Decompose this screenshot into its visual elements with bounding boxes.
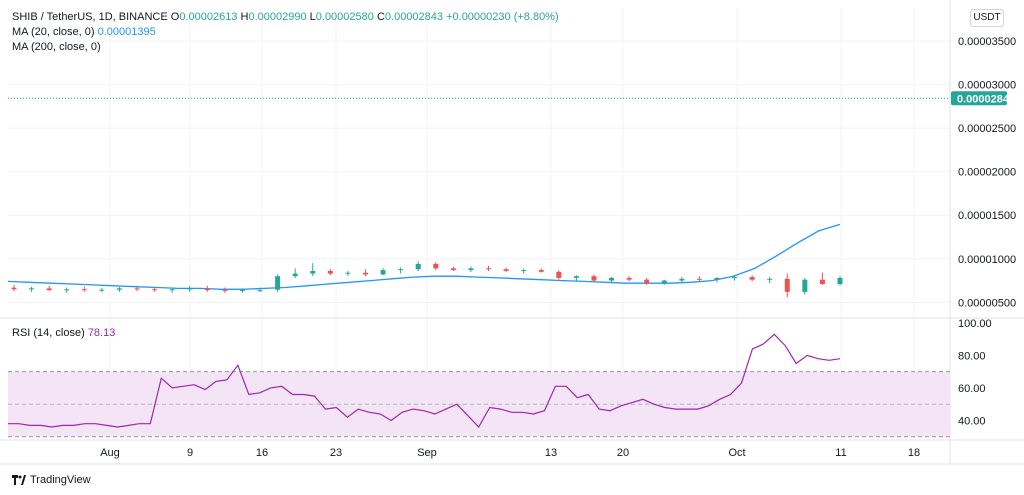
candle-body bbox=[556, 271, 562, 278]
brand-logo[interactable]: TradingView bbox=[12, 474, 91, 486]
candle-body bbox=[503, 269, 509, 271]
price-tick-label: 0.00003000 bbox=[958, 80, 1016, 92]
price-tick-label: 0.00001000 bbox=[958, 254, 1016, 266]
high-label: H bbox=[240, 11, 249, 23]
candle-body bbox=[116, 288, 122, 290]
candle-body bbox=[292, 273, 298, 277]
low-value: 0.00002580 bbox=[315, 11, 374, 23]
candle-body bbox=[275, 276, 281, 290]
ma20-legend: MA (20, close, 0) 0.00001395 bbox=[12, 25, 156, 39]
candle-body bbox=[169, 289, 175, 291]
candle-body bbox=[327, 270, 333, 274]
rsi-line bbox=[8, 333, 841, 428]
price-tick-label: 0.00003500 bbox=[958, 36, 1016, 48]
candle-body bbox=[521, 270, 527, 272]
candle-body bbox=[345, 272, 351, 274]
candle-body bbox=[239, 290, 245, 292]
ma20-label: MA (20, close, 0) bbox=[12, 26, 95, 38]
open-value: 0.00002613 bbox=[179, 11, 238, 23]
close-label: C bbox=[376, 11, 385, 23]
candle-body bbox=[81, 289, 87, 291]
time-tick-label: 16 bbox=[256, 447, 268, 459]
candle-body bbox=[696, 278, 702, 280]
candle-body bbox=[609, 277, 615, 281]
candle-body bbox=[187, 288, 193, 290]
candle-body bbox=[538, 270, 544, 272]
currency-button[interactable]: USDT bbox=[970, 9, 1004, 27]
candle-body bbox=[591, 276, 597, 281]
candle-body bbox=[99, 289, 105, 291]
price-tick-label: 0.00002000 bbox=[958, 167, 1016, 179]
price-tick-label: 0.00000500 bbox=[958, 297, 1016, 309]
candle-body bbox=[204, 288, 210, 291]
candle-body bbox=[64, 289, 70, 291]
candle-body bbox=[468, 268, 474, 271]
candle-body bbox=[644, 279, 650, 284]
ma20-line bbox=[7, 223, 841, 290]
candle-body bbox=[380, 270, 386, 275]
rsi-tick-label: 60.00 bbox=[958, 383, 986, 395]
candle-body bbox=[573, 276, 579, 278]
time-tick-label: Sep bbox=[417, 447, 437, 459]
high-value: 0.00002990 bbox=[248, 11, 307, 23]
rsi-value: 78.13 bbox=[87, 327, 116, 339]
time-tick-label: 11 bbox=[835, 447, 846, 459]
candle-body bbox=[802, 279, 808, 292]
rsi-legend: RSI (14, close) 78.13 bbox=[12, 326, 115, 340]
candle-body bbox=[714, 277, 720, 280]
candle-body bbox=[767, 278, 773, 280]
candle-body bbox=[626, 277, 632, 280]
rsi-tick-label: 100.00 bbox=[958, 318, 992, 330]
price-tick-label: 0.00001500 bbox=[958, 210, 1016, 222]
brand-name: TradingView bbox=[30, 474, 91, 486]
time-tick-label: 20 bbox=[617, 447, 629, 459]
low-label: L bbox=[309, 11, 316, 23]
candle-body bbox=[732, 277, 738, 279]
time-tick-label: 9 bbox=[187, 447, 193, 459]
close-value: 0.00002843 bbox=[384, 11, 444, 23]
candle-body bbox=[749, 277, 755, 280]
time-tick-label: 18 bbox=[908, 447, 920, 459]
candle-body bbox=[433, 264, 439, 269]
time-tick-label: 13 bbox=[545, 447, 557, 459]
candle-body bbox=[837, 277, 843, 285]
ma200-legend: MA (200, close, 0) bbox=[12, 40, 101, 54]
last-price-label: 0.00002843 bbox=[957, 93, 1015, 105]
tradingview-icon bbox=[12, 475, 26, 485]
time-tick-label: Aug bbox=[100, 447, 120, 459]
open-label: O bbox=[170, 11, 180, 23]
time-tick-label: 23 bbox=[330, 447, 342, 459]
candle-body bbox=[486, 268, 492, 270]
candle-body bbox=[398, 269, 404, 271]
price-tick-label: 0.00002500 bbox=[958, 123, 1016, 135]
last-price-badge bbox=[951, 91, 1007, 106]
ma200-label: MA (200, close, 0) bbox=[12, 41, 101, 53]
candle-body bbox=[415, 264, 421, 270]
symbol-header: SHIB / TetherUS, 1D, BINANCE O0.00002613… bbox=[12, 10, 559, 24]
candle-body bbox=[29, 288, 35, 290]
candle-body bbox=[152, 289, 158, 291]
candle-body bbox=[11, 287, 17, 290]
candle-body bbox=[46, 288, 52, 291]
candle-body bbox=[661, 280, 667, 284]
candle-body bbox=[679, 278, 685, 281]
candle-body bbox=[257, 290, 263, 292]
candle-body bbox=[819, 279, 825, 285]
candle-body bbox=[362, 272, 368, 275]
candle-body bbox=[222, 290, 228, 292]
candle-body bbox=[450, 268, 456, 271]
symbol-title: SHIB / TetherUS, 1D, BINANCE bbox=[12, 11, 168, 23]
ma20-value: 0.00001395 bbox=[97, 26, 156, 38]
candle-body bbox=[310, 270, 316, 274]
candle-body bbox=[134, 288, 140, 290]
candle-body bbox=[784, 278, 790, 292]
rsi-label: RSI (14, close) bbox=[12, 327, 85, 339]
change-value: +0.00000230 (+8.80%) bbox=[446, 11, 559, 23]
rsi-tick-label: 40.00 bbox=[958, 415, 986, 427]
rsi-tick-label: 80.00 bbox=[958, 350, 986, 362]
time-tick-label: Oct bbox=[728, 447, 745, 459]
